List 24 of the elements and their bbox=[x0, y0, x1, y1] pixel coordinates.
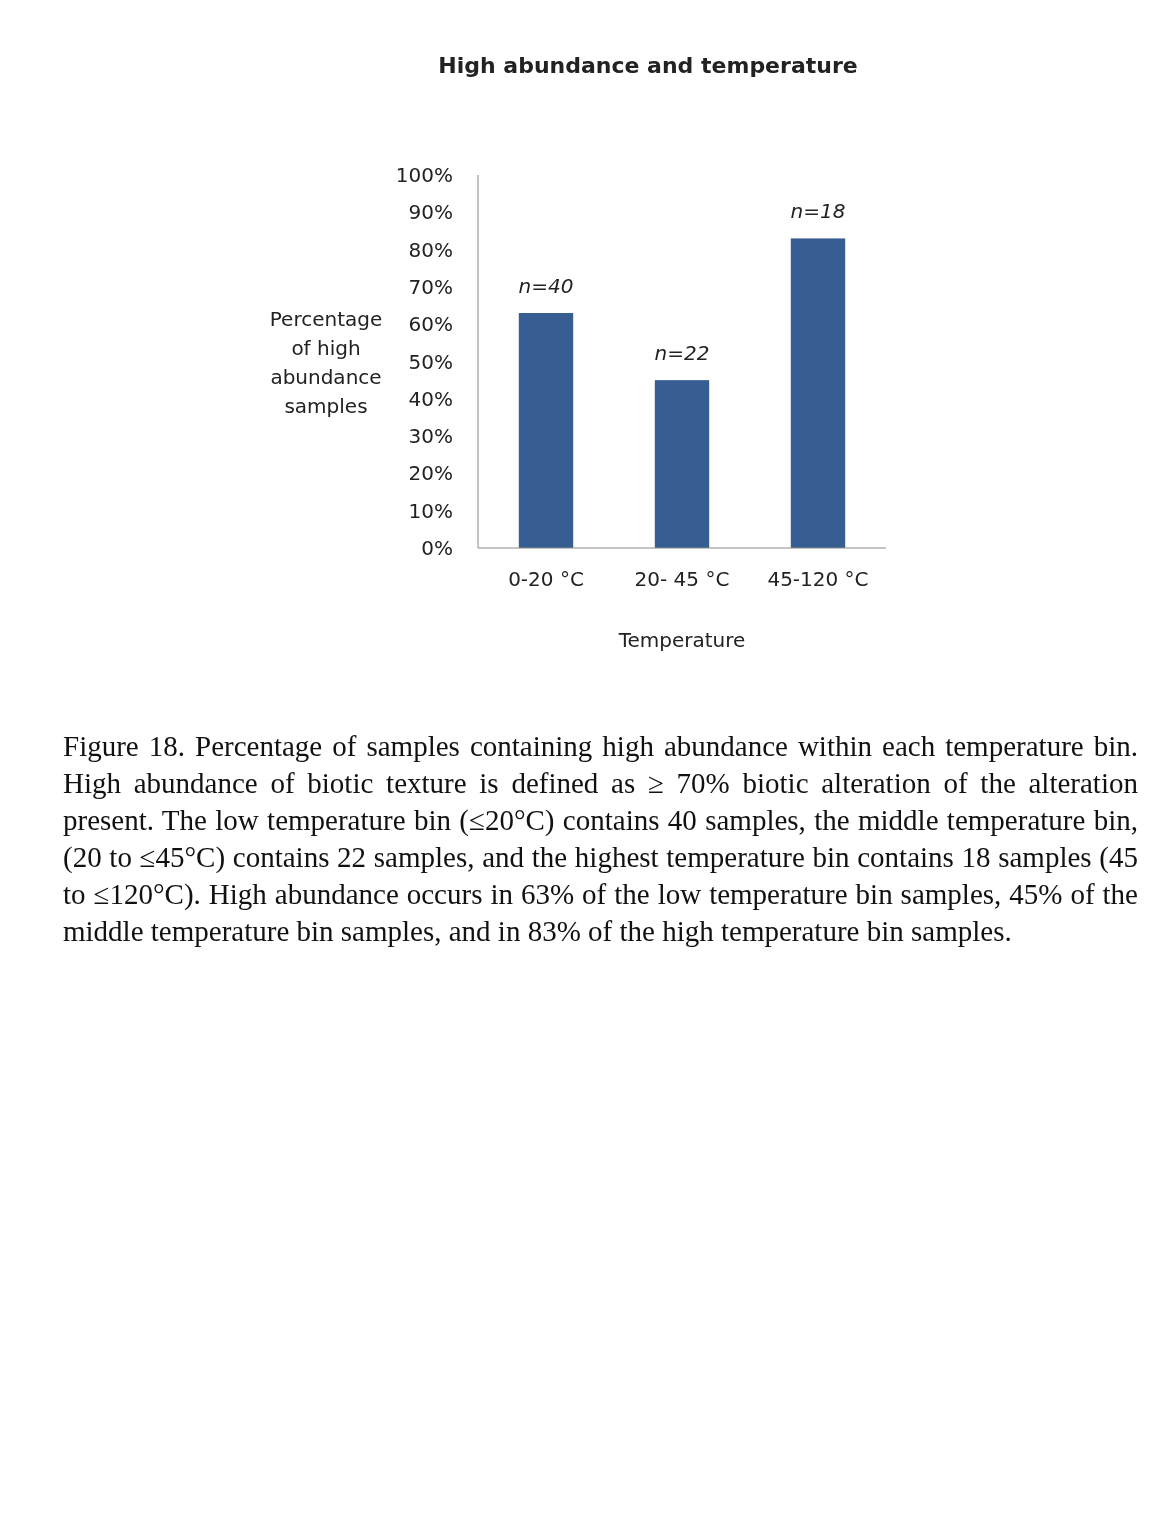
x-tick-label: 45-120 °C bbox=[767, 567, 869, 591]
y-tick-label: 80% bbox=[408, 237, 453, 262]
x-tick-label: 20- 45 °C bbox=[634, 567, 730, 591]
y-tick-label: 100% bbox=[395, 163, 453, 187]
y-tick-label: 30% bbox=[408, 424, 453, 449]
y-tick-label: 60% bbox=[408, 312, 453, 337]
x-axis-title: Temperature bbox=[617, 628, 746, 652]
y-tick-label: 40% bbox=[408, 386, 453, 411]
y-tick-label: 50% bbox=[408, 349, 453, 374]
y-tick-label: 70% bbox=[408, 274, 453, 299]
y-axis-title: Percentage of high abundance samples bbox=[269, 307, 383, 418]
y-tick-label: 90% bbox=[408, 200, 453, 225]
bar bbox=[518, 313, 574, 548]
chart-title: High abundance and temperature bbox=[438, 53, 858, 78]
y-tick-label: 20% bbox=[408, 461, 453, 486]
bar bbox=[790, 238, 846, 548]
annotation: n=40 bbox=[518, 274, 574, 299]
y-tick-label: 0% bbox=[421, 536, 453, 560]
bar bbox=[654, 380, 710, 548]
y-tick-label: 10% bbox=[408, 498, 453, 523]
x-tick-label: 0-20 °C bbox=[508, 567, 584, 591]
annotation: n=22 bbox=[654, 341, 710, 366]
annotation: n=18 bbox=[790, 199, 846, 224]
caption: Figure 18. Percentage of samples containing high abundance within each temperature bin. High abundance of biotic texture is defined as ≥ 70% biotic alteration of the alteration present. The low temperature bin (≤20°C) contains 40 samples, the middle temperature bin, (20 to ≤45°C) contains 22 samples, and the highest temperature bin contains 18 samples (45 to ≤120°C). High abundance occurs in 63% of the low temperature bin samples, 45% of the middle temperature bin samples, and in 83% of the high temperature bin samples. bbox=[63, 729, 1138, 949]
